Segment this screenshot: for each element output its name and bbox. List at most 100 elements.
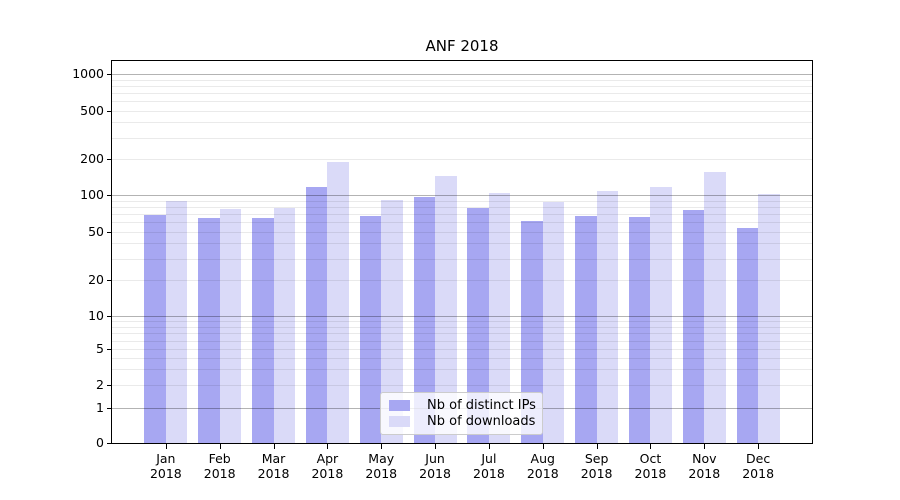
- y-tick-mark: [107, 74, 112, 76]
- x-tick-label: Jun 2018: [403, 451, 467, 481]
- y-tick-label: 5: [96, 341, 104, 357]
- x-tick-mark: [488, 444, 490, 449]
- y-tick-label: 500: [80, 102, 104, 118]
- x-tick-label-month: Sep: [584, 451, 609, 466]
- x-tick-label-month: Oct: [639, 451, 662, 466]
- x-tick-label-month: Aug: [530, 451, 555, 466]
- x-tick-label-month: Feb: [208, 451, 231, 466]
- gridline-minor: [112, 231, 812, 233]
- x-tick-label-year: 2018: [257, 466, 290, 481]
- x-tick-label: Nov 2018: [672, 451, 736, 481]
- x-tick-label: Oct 2018: [618, 451, 682, 481]
- x-tick-mark: [219, 444, 221, 449]
- gridline-minor: [112, 200, 812, 202]
- y-tick-mark: [107, 407, 112, 409]
- gridline-minor: [112, 101, 812, 103]
- bar-jun-2018-distinct-ips: [413, 197, 436, 443]
- x-tick-label-month: Apr: [316, 451, 339, 466]
- bar-feb-2018-distinct-ips: [198, 217, 220, 443]
- gridline-minor: [112, 207, 812, 209]
- x-tick-mark: [704, 444, 706, 449]
- gridline-major: [112, 316, 812, 318]
- x-tick-label-year: 2018: [311, 466, 344, 481]
- gridline-major: [112, 195, 812, 197]
- x-tick-label-year: 2018: [742, 466, 775, 481]
- y-tick-mark: [107, 443, 112, 444]
- gridline-minor: [112, 122, 812, 124]
- legend-item-distinct-ips: Nb of distinct IPs: [387, 398, 536, 413]
- x-tick-mark: [650, 444, 652, 449]
- gridline-minor: [112, 243, 812, 245]
- x-tick-label-month: Jan: [156, 451, 176, 466]
- x-tick-label-month: Dec: [746, 451, 771, 466]
- x-tick-label: Sep 2018: [565, 451, 629, 481]
- bar-mar-2018-downloads: [273, 207, 296, 443]
- gridline-minor: [112, 214, 812, 216]
- bar-dec-2018-downloads: [758, 194, 780, 443]
- x-tick-label-year: 2018: [634, 466, 667, 481]
- bar-oct-2018-distinct-ips: [628, 217, 651, 443]
- x-tick-label-month: Jun: [425, 451, 445, 466]
- gridline-minor: [112, 369, 812, 371]
- x-tick-label-year: 2018: [473, 466, 505, 481]
- bar-jul-2018-distinct-ips: [467, 208, 489, 443]
- x-tick-label-year: 2018: [419, 466, 451, 481]
- x-tick-label-year: 2018: [365, 466, 398, 481]
- gridline-minor: [112, 158, 812, 160]
- x-tick-label: Jan 2018: [134, 451, 198, 481]
- x-tick-mark: [381, 444, 383, 449]
- bar-nov-2018-downloads: [704, 171, 726, 443]
- x-tick-mark: [435, 444, 437, 449]
- y-tick-mark: [107, 349, 112, 351]
- y-tick-label: 1: [96, 399, 104, 415]
- x-tick-label: Aug 2018: [511, 451, 575, 481]
- gridline-minor: [112, 93, 812, 95]
- y-tick-label: 1000: [72, 66, 104, 82]
- x-tick-label-year: 2018: [149, 466, 182, 481]
- bar-jan-2018-downloads: [165, 200, 188, 443]
- x-tick-mark: [758, 444, 760, 449]
- x-tick-label: Jul 2018: [457, 451, 521, 481]
- gridline-minor: [112, 340, 812, 342]
- plot-area: Nb of distinct IPs Nb of downloads: [111, 60, 813, 444]
- gridline-minor: [112, 279, 812, 281]
- y-tick-mark: [107, 279, 112, 281]
- gridline-minor: [112, 321, 812, 323]
- gridline-minor: [112, 326, 812, 328]
- gridline-minor: [112, 258, 812, 260]
- gridline-minor: [112, 79, 812, 81]
- x-tick-mark: [542, 444, 544, 449]
- gridline-minor: [112, 222, 812, 224]
- bar-jun-2018-downloads: [435, 175, 457, 443]
- bar-oct-2018-downloads: [650, 187, 672, 443]
- x-tick-label: Apr 2018: [295, 451, 359, 481]
- bar-feb-2018-downloads: [219, 209, 242, 443]
- x-tick-label: Dec 2018: [726, 451, 790, 481]
- legend-label-downloads: Nb of downloads: [427, 414, 536, 429]
- gridline-major: [112, 74, 812, 76]
- x-tick-label-year: 2018: [526, 466, 559, 481]
- bar-apr-2018-distinct-ips: [305, 187, 328, 443]
- y-tick-label: 10: [88, 308, 104, 324]
- y-tick-mark: [107, 231, 112, 233]
- y-tick-label: 50: [88, 223, 104, 239]
- x-tick-mark: [327, 444, 329, 449]
- gridline-minor: [112, 110, 812, 112]
- bar-sep-2018-distinct-ips: [575, 215, 597, 443]
- x-tick-label-month: Jul: [481, 451, 497, 466]
- x-tick-label: May 2018: [349, 451, 413, 481]
- bar-may-2018-downloads: [381, 199, 403, 443]
- y-tick-mark: [107, 316, 112, 318]
- y-tick-mark: [107, 195, 112, 197]
- bar-aug-2018-distinct-ips: [521, 221, 543, 443]
- gridline-minor: [112, 137, 812, 139]
- legend-swatch-distinct-ips-icon: [389, 400, 410, 411]
- y-tick-label: 0: [96, 435, 104, 450]
- y-tick-label: 2: [96, 376, 104, 392]
- y-tick-mark: [107, 384, 112, 386]
- chart-title: ANF 2018: [425, 37, 499, 55]
- x-tick-label-month: Nov: [692, 451, 717, 466]
- x-tick-label-month: May: [368, 451, 395, 466]
- x-tick-label-year: 2018: [203, 466, 236, 481]
